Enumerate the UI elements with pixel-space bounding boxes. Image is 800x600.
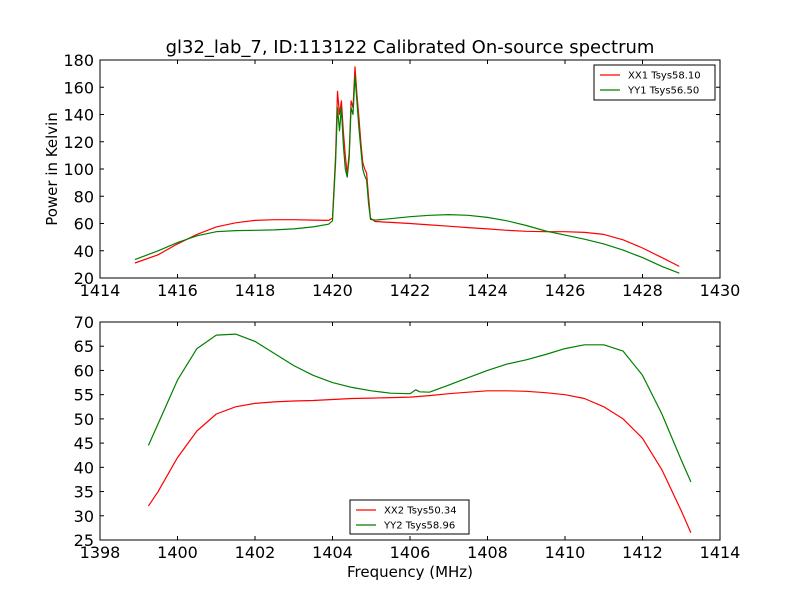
top-y-tick-label: 20 bbox=[74, 269, 94, 288]
bottom-y-tick-label: 30 bbox=[74, 507, 94, 526]
top-x-tick-label: 1420 bbox=[312, 281, 353, 300]
top-x-tick-label: 1428 bbox=[622, 281, 663, 300]
top-x-tick-label: 1430 bbox=[700, 281, 741, 300]
bottom-y-tick-label: 50 bbox=[74, 410, 94, 429]
bottom-x-axis-label: Frequency (MHz) bbox=[347, 563, 473, 581]
top-y-tick-label: 40 bbox=[74, 242, 94, 261]
bottom-series-line-2 bbox=[147, 333, 692, 483]
bottom-x-tick-label: 1406 bbox=[390, 543, 431, 562]
bottom-legend-label-1: XX2 Tsys50.34 bbox=[384, 506, 457, 517]
bottom-x-tick-label: 1402 bbox=[235, 543, 276, 562]
bottom-y-tick-label: 65 bbox=[74, 337, 94, 356]
bottom-x-tick-label: 1414 bbox=[700, 543, 741, 562]
bottom-x-tick-label: 1404 bbox=[312, 543, 353, 562]
bottom-legend: XX2 Tsys50.34 YY2 Tsys58.96 bbox=[349, 499, 470, 535]
top-y-tick-label: 180 bbox=[63, 51, 94, 70]
top-legend: XX1 Tsys58.10 YY1 Tsys56.50 bbox=[593, 64, 716, 101]
top-x-tick-label: 1416 bbox=[157, 281, 198, 300]
top-y-tick-label: 80 bbox=[74, 187, 94, 206]
bottom-y-tick-label: 40 bbox=[74, 458, 94, 477]
bottom-x-tick-label: 1410 bbox=[545, 543, 586, 562]
bottom-spectrum-plot: 1398 1400 1402 1404 1406 1408 1410 1412 1414 25 30… bbox=[74, 313, 741, 581]
top-x-tick-label: 1418 bbox=[235, 281, 276, 300]
top-series-line-2 bbox=[134, 75, 680, 274]
top-y-tick-label: 100 bbox=[63, 160, 94, 179]
top-y-axis-label: Power in Kelvin bbox=[43, 112, 61, 226]
top-series-line-1 bbox=[134, 66, 680, 267]
bottom-legend-box bbox=[349, 499, 470, 535]
top-legend-label-2: YY1 Tsys56.50 bbox=[627, 86, 699, 97]
bottom-legend-label-2: YY2 Tsys58.96 bbox=[383, 521, 455, 532]
bottom-x-tick-label: 1408 bbox=[467, 543, 508, 562]
top-spectrum-plot: 1414 1416 1418 1420 1422 1424 1426 1428 1430 20 40… bbox=[43, 51, 740, 300]
top-x-tick-label: 1414 bbox=[80, 281, 121, 300]
top-y-tick-label: 60 bbox=[74, 215, 94, 234]
top-y-tick-label: 120 bbox=[63, 133, 94, 152]
top-x-tick-label: 1422 bbox=[390, 281, 431, 300]
bottom-y-tick-label: 60 bbox=[74, 361, 94, 380]
top-legend-box bbox=[593, 64, 716, 101]
top-x-tick-label: 1426 bbox=[545, 281, 586, 300]
top-x-tick-label: 1424 bbox=[467, 281, 508, 300]
bottom-y-tick-label: 45 bbox=[74, 434, 94, 453]
bottom-series-line-1 bbox=[147, 390, 692, 533]
bottom-x-tick-label: 1400 bbox=[157, 543, 198, 562]
bottom-x-tick-label: 1412 bbox=[622, 543, 663, 562]
bottom-y-tick-label: 25 bbox=[74, 531, 94, 550]
top-y-tick-label: 140 bbox=[63, 106, 94, 125]
figure-title: gl32_lab_7, ID:113122 Calibrated On-sour… bbox=[166, 37, 655, 58]
top-legend-label-1: XX1 Tsys58.10 bbox=[628, 71, 701, 82]
top-y-tick-label: 160 bbox=[63, 78, 94, 97]
bottom-y-tick-label: 35 bbox=[74, 483, 94, 502]
bottom-x-tick-label: 1398 bbox=[80, 543, 121, 562]
bottom-y-tick-label: 55 bbox=[74, 386, 94, 405]
bottom-y-tick-label: 70 bbox=[74, 313, 94, 332]
